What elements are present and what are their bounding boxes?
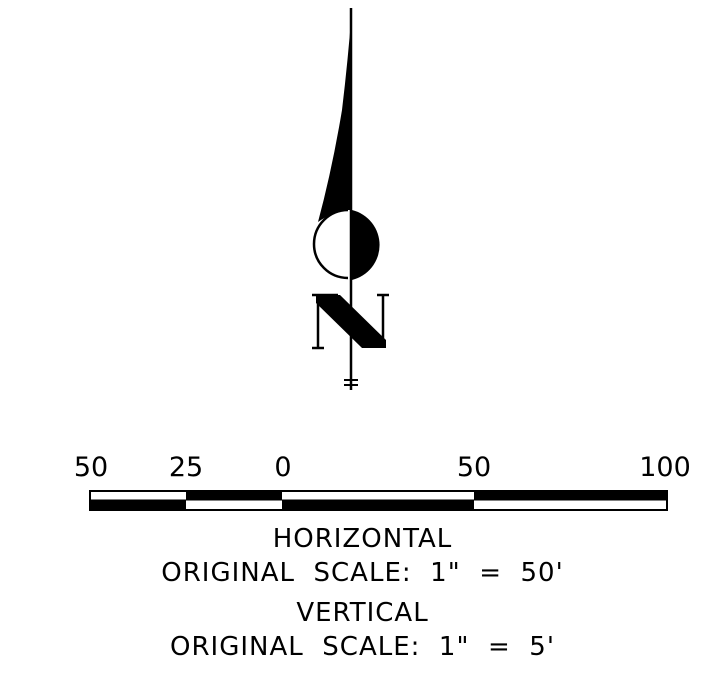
scale-bar-segment: [90, 500, 186, 510]
north-arrow-left-arc: [312, 208, 349, 280]
north-arrow-needle: [318, 8, 352, 222]
north-letter: [312, 293, 389, 350]
vertical-title: VERTICAL: [296, 598, 429, 628]
scale-tick-label: 50: [456, 452, 492, 483]
scale-tick-label: 100: [639, 452, 691, 483]
scale-tick-label: 25: [168, 452, 204, 483]
north-arrow-right-half-circle: [352, 210, 380, 280]
horizontal-title: HORIZONTAL: [272, 524, 453, 554]
scale-bar-segment: [282, 500, 474, 510]
scale-bar-segment: [474, 491, 667, 500]
horizontal-scale-text: ORIGINAL SCALE: 1" = 50': [161, 558, 564, 588]
scale-tick-label: 0: [274, 452, 292, 483]
scale-tick-label: 50: [73, 452, 109, 483]
scale-bar-segment: [186, 491, 282, 500]
vertical-scale-text: ORIGINAL SCALE: 1" = 5': [170, 632, 555, 662]
north-arrow-icon: [312, 8, 389, 390]
scale-bar: [89, 490, 668, 511]
